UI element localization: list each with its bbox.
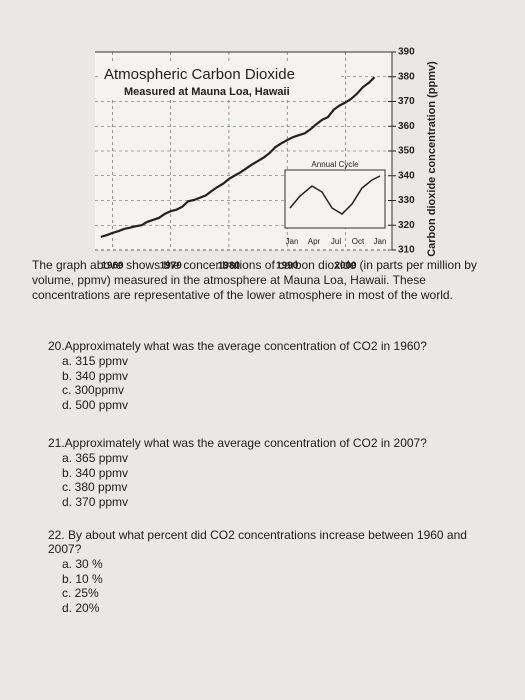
option: b. 10 % [62, 571, 103, 586]
inset-title: Annual Cycle [311, 160, 359, 169]
option: d. 500 ppmv [62, 397, 129, 412]
paragraph-line: concentrations are representative of the… [32, 288, 453, 302]
inset-curve [289, 175, 381, 215]
option: a. 315 ppmv [62, 354, 129, 368]
question: 22. By about what percent did CO2 concen… [48, 528, 467, 542]
option: c. 380 ppmv [62, 480, 128, 494]
y-tick-label: 320 [398, 220, 415, 231]
y-tick-label: 310 [398, 245, 415, 256]
x-tick-label: 1960 [101, 261, 124, 272]
question: 20.Approximately what was the average co… [48, 339, 427, 353]
question: 2007? [48, 542, 82, 556]
y-tick-label: 390 [398, 47, 415, 58]
paragraph-line: volume, ppmv) measured in the atmosphere… [32, 273, 426, 287]
option: c. 25% [62, 586, 99, 600]
y-axis-label: Carbon dioxide concentration (ppmv) [426, 61, 438, 257]
y-tick-label: 370 [398, 96, 415, 107]
paragraph-line: The graph above shows the concentrations… [32, 258, 477, 272]
inset-category: Jan [374, 237, 387, 246]
x-tick-label: 1990 [276, 261, 299, 272]
option: b. 340 ppmv [62, 368, 129, 383]
y-tick-label: 350 [398, 146, 415, 157]
chart: 310 320 330 340 350 360 370 380 390 1960 1970 1980 1… [95, 47, 438, 272]
y-tick-label: 330 [398, 195, 415, 206]
inset-category: Jan [286, 237, 299, 246]
inset-category: Oct [352, 237, 365, 246]
x-tick-label: 2000 [334, 261, 357, 272]
option: d. 20% [62, 600, 100, 615]
question: 21.Approximately what was the average co… [48, 436, 427, 450]
y-tick-label: 360 [398, 121, 415, 132]
chart-subtitle: Measured at Mauna Loa, Hawaii [124, 86, 290, 98]
option: a. 365 ppmv [62, 451, 129, 465]
x-tick-label: 1980 [218, 261, 241, 272]
option: c. 300ppmv [62, 383, 125, 397]
title-box [100, 62, 338, 100]
co2-line [100, 76, 376, 238]
x-tick-label: 1970 [160, 261, 183, 272]
chart-title: Atmospheric Carbon Dioxide [104, 66, 295, 83]
option: b. 340 ppmv [62, 465, 129, 480]
y-tick-label: 380 [398, 71, 415, 82]
inset-category: Apr [308, 237, 321, 246]
y-tick-label: 340 [398, 170, 415, 181]
option: d. 370 ppmv [62, 494, 129, 509]
inset-box [284, 169, 386, 229]
inset-category: Jul [331, 237, 341, 246]
option: a. 30 % [62, 557, 103, 571]
